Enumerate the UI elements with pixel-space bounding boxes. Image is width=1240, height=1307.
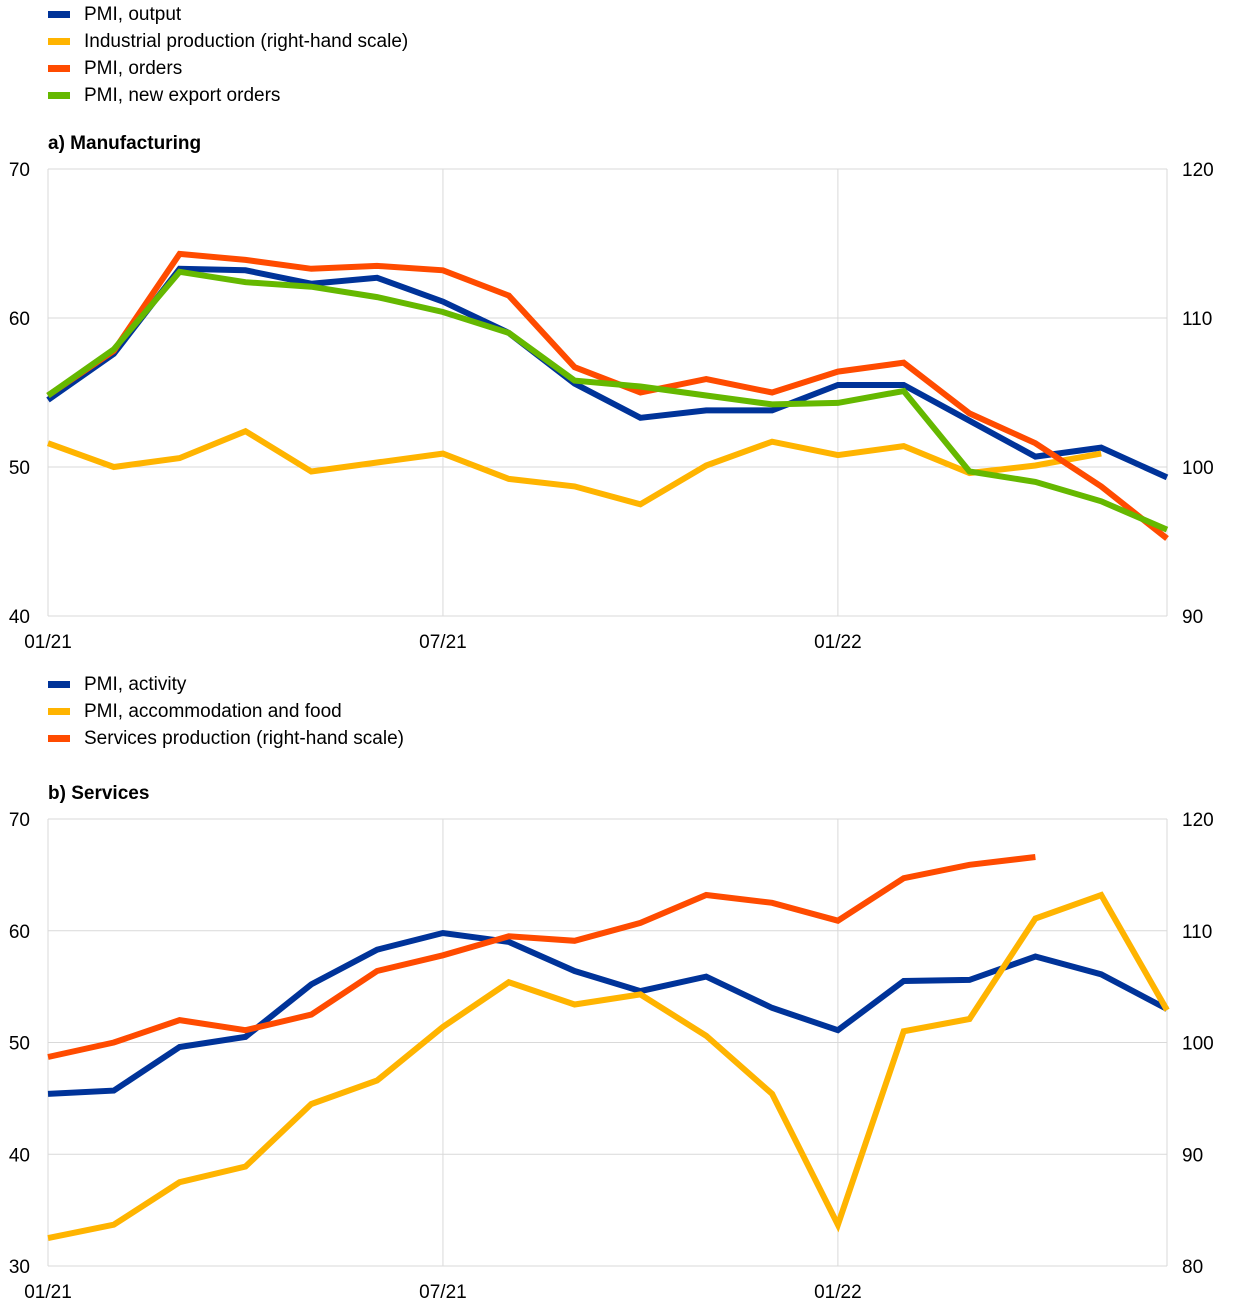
- legend-item: PMI, output: [48, 1, 408, 28]
- series-line-pmi-new-export-orders: [46, 268, 1169, 533]
- y-left-tick-label: 30: [9, 1257, 30, 1278]
- y-left-tick-label: 60: [9, 309, 30, 330]
- y-left-tick-label: 70: [9, 160, 30, 181]
- legend-label: PMI, orders: [84, 57, 183, 79]
- x-tick-label: 01/22: [814, 632, 862, 653]
- chart-title-manufacturing: a) Manufacturing: [48, 133, 202, 154]
- series-line-pmi-orders: [46, 250, 1169, 541]
- y-left-tick-label: 40: [9, 607, 30, 628]
- series-line-services-production-right-hand-scale: [47, 854, 1036, 1060]
- x-tick-label: 01/22: [814, 1282, 862, 1303]
- legend-b: PMI, activity PMI, accommodation and foo…: [48, 671, 404, 752]
- legend-item: Industrial production (right-hand scale): [48, 28, 408, 55]
- x-tick-label: 07/21: [419, 632, 467, 653]
- y-left-tick-label: 50: [9, 1034, 30, 1055]
- y-right-tick-label: 80: [1182, 1257, 1203, 1278]
- legend-label: PMI, output: [84, 3, 182, 25]
- y-right-tick-label: 110: [1182, 922, 1212, 943]
- y-right-tick-label: 110: [1182, 309, 1212, 330]
- y-left-tick-label: 40: [9, 1145, 30, 1166]
- y-right-tick-label: 90: [1182, 607, 1203, 628]
- y-right-tick-label: 120: [1182, 160, 1214, 181]
- y-left-tick-label: 50: [9, 458, 30, 479]
- legend-item: PMI, accommodation and food: [48, 698, 404, 725]
- y-right-tick-label: 90: [1182, 1145, 1203, 1166]
- legend-item: PMI, orders: [48, 55, 408, 82]
- legend-label: PMI, activity: [84, 673, 187, 695]
- y-right-tick-label: 100: [1182, 1034, 1214, 1055]
- chart-title-services: b) Services: [48, 783, 150, 804]
- y-right-tick-label: 120: [1182, 810, 1214, 831]
- chart-manufacturing: 40 50 60 70 90 100 110 120 01/21 07/21 01/22: [9, 160, 1214, 653]
- y-left-tick-label: 70: [9, 810, 30, 831]
- legend-item: Services production (right-hand scale): [48, 725, 404, 752]
- x-tick-label: 01/21: [24, 632, 72, 653]
- legend-item: PMI, new export orders: [48, 82, 408, 109]
- legend-a: PMI, output Industrial production (right…: [48, 1, 408, 109]
- legend-swatch-industrial-production: [48, 38, 70, 45]
- legend-swatch-services-production: [48, 735, 70, 742]
- series-line-pmi-accommodation-and-food: [47, 891, 1170, 1242]
- x-tick-label: 01/21: [24, 1282, 72, 1303]
- legend-swatch-pmi-accommodation: [48, 708, 70, 715]
- y-right-tick-label: 100: [1182, 458, 1214, 479]
- legend-label: PMI, new export orders: [84, 84, 281, 106]
- x-tick-label: 07/21: [419, 1282, 467, 1303]
- legend-swatch-pmi-output: [48, 11, 70, 18]
- series-line-industrial-production-right-hand-scale: [46, 427, 1102, 508]
- legend-swatch-pmi-activity: [48, 681, 70, 688]
- legend-swatch-pmi-orders: [48, 65, 70, 72]
- legend-swatch-pmi-export-orders: [48, 92, 70, 99]
- series-line-pmi-activity: [47, 929, 1169, 1097]
- series-line-pmi-output: [46, 265, 1169, 481]
- legend-label: PMI, accommodation and food: [84, 700, 342, 722]
- y-left-tick-label: 60: [9, 922, 30, 943]
- legend-label: Industrial production (right-hand scale): [84, 30, 409, 52]
- legend-item: PMI, activity: [48, 671, 404, 698]
- chart-services: 30 40 50 60 70 80 90 100 110 120 01/21 07/21 01/22: [9, 810, 1214, 1303]
- legend-label: Services production (right-hand scale): [84, 727, 404, 749]
